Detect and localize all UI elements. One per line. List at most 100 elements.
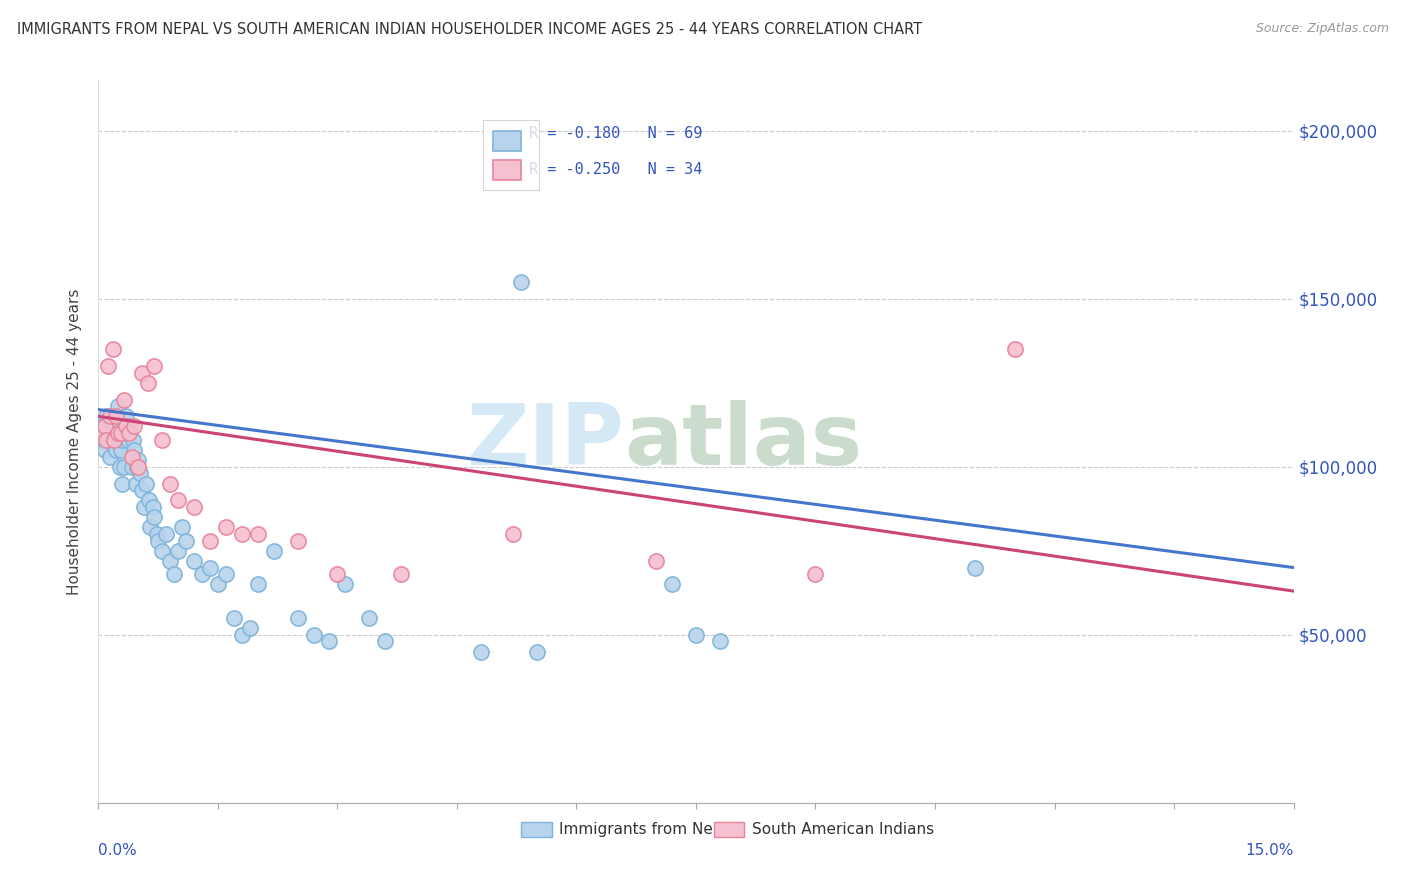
Point <box>110 426 132 441</box>
Point <box>101 433 124 447</box>
Point <box>111 476 134 491</box>
Point <box>661 577 683 591</box>
Point <box>302 628 325 642</box>
Point <box>287 533 309 548</box>
Point <box>139 520 162 534</box>
Point <box>91 419 114 434</box>
Point <box>124 419 146 434</box>
Point <box>143 510 166 524</box>
Point <box>389 567 412 582</box>
Point <box>502 527 524 541</box>
Point <box>91 426 114 441</box>
Point <box>231 527 253 541</box>
Point <box>101 342 124 356</box>
Point <box>183 500 205 514</box>
Point <box>120 419 142 434</box>
Point <box>145 527 167 541</box>
Point <box>96 409 118 424</box>
Point <box>97 426 120 441</box>
Point <box>121 433 143 447</box>
Point <box>125 476 148 491</box>
Point <box>111 433 134 447</box>
Point <box>128 467 150 481</box>
Point <box>526 644 548 658</box>
Point <box>138 493 160 508</box>
Point <box>163 567 186 582</box>
Point <box>174 533 197 548</box>
Point <box>222 611 245 625</box>
Point <box>114 419 136 434</box>
Point <box>117 433 139 447</box>
Point <box>198 560 221 574</box>
Point <box>231 628 253 642</box>
Point <box>97 359 120 373</box>
Point <box>115 409 138 424</box>
Point <box>131 483 153 498</box>
Point <box>191 567 214 582</box>
Point <box>709 634 731 648</box>
Point <box>98 409 122 424</box>
Point <box>112 459 135 474</box>
Point <box>127 459 149 474</box>
Point <box>107 399 129 413</box>
Point <box>246 577 269 591</box>
Text: R = -0.250   N = 34: R = -0.250 N = 34 <box>529 162 702 177</box>
Point <box>804 567 827 582</box>
Point <box>127 453 149 467</box>
Point <box>94 419 117 434</box>
Point <box>963 560 986 574</box>
Y-axis label: Householder Income Ages 25 - 44 years: Householder Income Ages 25 - 44 years <box>67 288 83 595</box>
Point <box>125 459 148 474</box>
Point <box>159 476 181 491</box>
Point <box>96 433 118 447</box>
Point <box>198 533 221 548</box>
Text: South American Indians: South American Indians <box>751 822 934 837</box>
Point <box>645 554 668 568</box>
Point <box>150 433 173 447</box>
Legend: , : , <box>482 120 538 190</box>
Point <box>112 392 135 407</box>
Point <box>103 433 125 447</box>
Text: 0.0%: 0.0% <box>98 843 138 857</box>
Point <box>135 476 157 491</box>
Point <box>326 567 349 582</box>
Point <box>104 419 127 434</box>
Point <box>97 433 120 447</box>
Point <box>167 493 190 508</box>
Point <box>685 628 707 642</box>
Point <box>107 426 129 441</box>
Point <box>121 450 143 464</box>
Point <box>101 419 124 434</box>
Point <box>118 426 141 441</box>
Point <box>239 621 262 635</box>
Point <box>150 543 173 558</box>
Point <box>94 442 117 457</box>
Point <box>287 611 309 625</box>
Point <box>148 533 170 548</box>
Point <box>132 500 155 514</box>
Point <box>172 520 194 534</box>
Point <box>1004 342 1026 356</box>
Point <box>359 611 381 625</box>
Point <box>136 376 159 390</box>
Point <box>143 359 166 373</box>
Point <box>124 442 146 457</box>
Text: Source: ZipAtlas.com: Source: ZipAtlas.com <box>1256 22 1389 36</box>
Point <box>93 433 115 447</box>
Point <box>155 527 177 541</box>
Text: IMMIGRANTS FROM NEPAL VS SOUTH AMERICAN INDIAN HOUSEHOLDER INCOME AGES 25 - 44 Y: IMMIGRANTS FROM NEPAL VS SOUTH AMERICAN … <box>17 22 922 37</box>
Text: ZIP: ZIP <box>467 400 624 483</box>
Point <box>118 426 141 441</box>
Point <box>215 520 238 534</box>
Point <box>159 554 181 568</box>
Point <box>335 577 357 591</box>
Point <box>215 567 238 582</box>
Point <box>318 634 340 648</box>
Point <box>207 577 229 591</box>
Point <box>98 450 122 464</box>
Point <box>121 459 143 474</box>
Point <box>374 634 396 648</box>
Text: atlas: atlas <box>624 400 862 483</box>
Text: 15.0%: 15.0% <box>1246 843 1294 857</box>
Point <box>104 409 127 424</box>
